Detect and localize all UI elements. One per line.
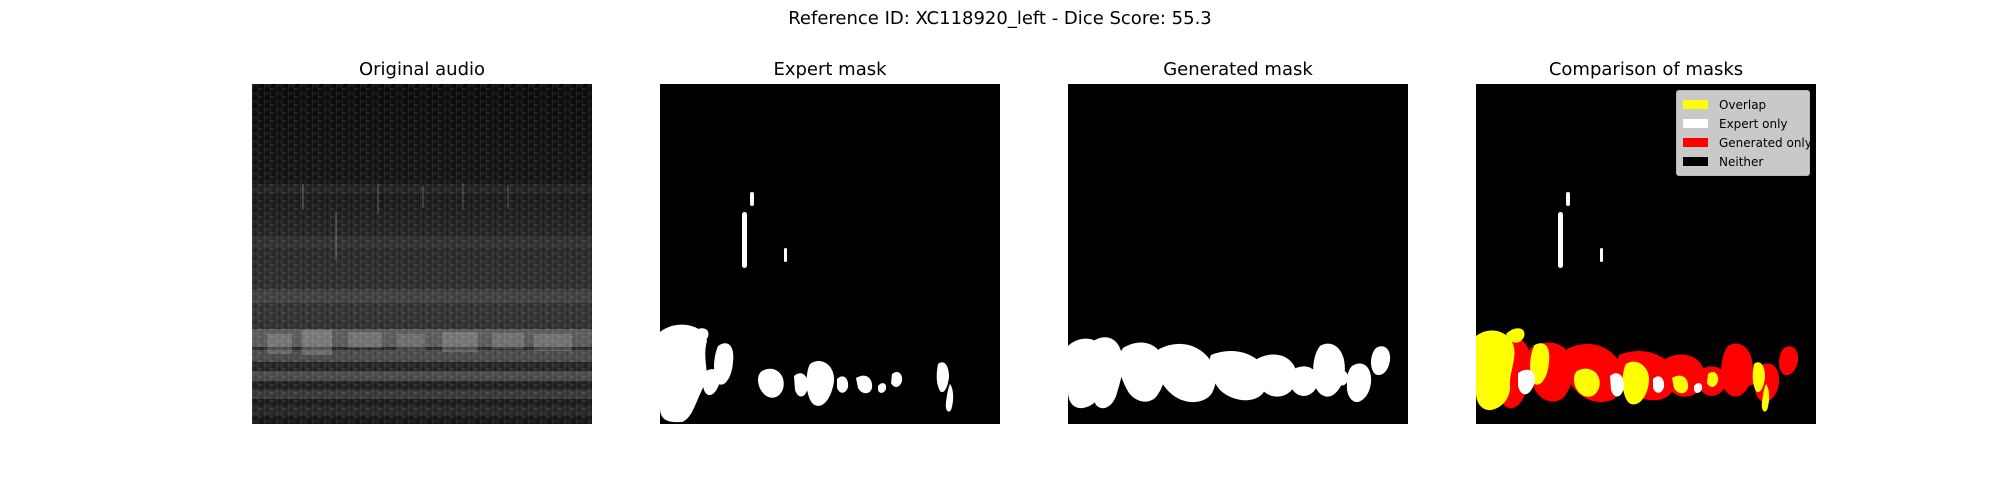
generated-only-label: Generated only [1719,135,1812,150]
expert-mask-image [660,84,1000,424]
expert-mask-panel [660,84,1000,424]
legend-entry-overlap: Overlap [1683,95,1803,114]
panel-title-comparison-of-masks: Comparison of masks [1548,59,1744,80]
comparison-legend: Overlap Expert only Generated only Neith… [1676,90,1812,176]
spectrogram-image [252,84,592,424]
panel-title-generated-mask: Generated mask [1163,59,1313,80]
overlap-label: Overlap [1719,97,1767,112]
expert-only-swatch [1683,119,1708,128]
panel-title-expert-mask: Expert mask [773,59,887,80]
figure-suptitle: Reference ID: XC118920_left - Dice Score… [788,8,1212,29]
generated-mask-panel [1068,84,1408,424]
generated-only-swatch [1683,138,1708,147]
panel-title-original-audio: Original audio [358,59,486,80]
generated-mask-image [1068,84,1408,424]
legend-entry-expert-only: Expert only [1683,114,1803,133]
original-audio-spectrogram [252,84,592,424]
legend-entry-generated-only: Generated only [1683,133,1812,152]
comparison-mask-image [1476,84,1816,424]
expert-only-label: Expert only [1719,116,1788,131]
overlap-swatch [1683,100,1708,109]
legend-entry-neither: Neither [1683,152,1803,171]
neither-swatch [1683,157,1708,166]
comparison-mask-panel: Overlap Expert only Generated only Neith… [1476,84,1816,424]
neither-label: Neither [1719,154,1764,169]
